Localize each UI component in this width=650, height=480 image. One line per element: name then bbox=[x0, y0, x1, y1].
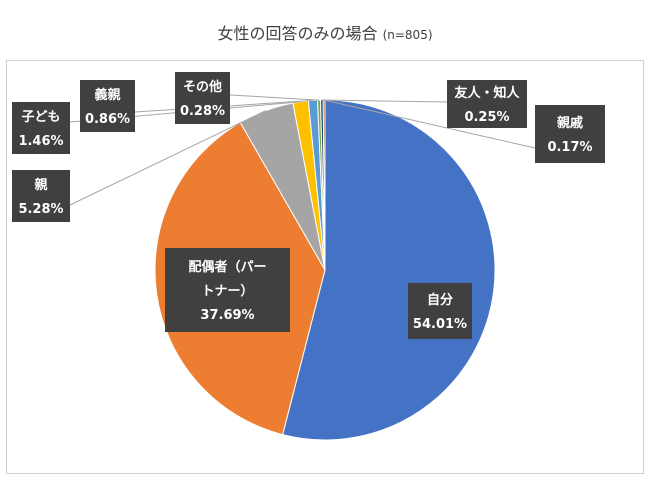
data-label-5: その他 0.28% bbox=[175, 72, 230, 124]
data-label-name-6: 友人・知人 bbox=[454, 85, 520, 101]
data-label-name-1: 配偶者（パー bbox=[188, 259, 266, 275]
data-label-name-5: その他 bbox=[183, 79, 222, 95]
chart-title-sample-size: (n=805) bbox=[382, 28, 433, 42]
data-label-3: 子ども 1.46% bbox=[12, 102, 70, 154]
pie-slice-0 bbox=[282, 99, 496, 441]
chart-title: 女性の回答のみの場合 (n=805) bbox=[0, 20, 650, 44]
data-label-name-2: 親 bbox=[34, 177, 47, 193]
data-label-box-0 bbox=[408, 283, 472, 339]
data-label-box-5 bbox=[175, 72, 230, 124]
data-label-value-4: 0.86% bbox=[85, 112, 130, 127]
leader-line-6 bbox=[321, 99, 448, 103]
chart-title-main: 女性の回答のみの場合 bbox=[217, 24, 378, 43]
data-label-value-0: 54.01% bbox=[413, 317, 467, 332]
data-label-box-7 bbox=[535, 105, 605, 163]
data-label-box-4 bbox=[80, 80, 135, 132]
data-label-name-3: 子ども bbox=[21, 110, 60, 125]
data-label-value-6: 0.25% bbox=[464, 110, 509, 125]
data-label-6: 友人・知人 0.25% bbox=[447, 80, 527, 128]
data-label-box-1 bbox=[165, 248, 290, 332]
leader-line-5 bbox=[229, 94, 320, 101]
data-label-2: 親 5.28% bbox=[12, 170, 70, 222]
data-label-value-1: 37.69% bbox=[200, 308, 254, 323]
data-label-box-2 bbox=[12, 170, 70, 222]
leader-line-2 bbox=[69, 110, 267, 206]
plot-area-border bbox=[6, 60, 644, 474]
leader-line-7 bbox=[323, 99, 536, 149]
data-label-box-6 bbox=[447, 80, 527, 128]
data-label-value-2: 5.28% bbox=[18, 202, 63, 217]
data-label-box-3 bbox=[12, 102, 70, 154]
data-label-name-7: 親戚 bbox=[557, 115, 583, 131]
data-label-value-5: 0.28% bbox=[180, 104, 225, 119]
data-label-name-0: 自分 bbox=[427, 292, 453, 308]
data-label-value-7: 0.17% bbox=[547, 140, 592, 155]
data-label-name-1: トナー） bbox=[201, 283, 253, 299]
data-label-4: 義親 0.86% bbox=[80, 80, 135, 132]
data-label-7: 親戚 0.17% bbox=[535, 105, 605, 163]
data-label-value-3: 1.46% bbox=[18, 134, 63, 149]
data-label-0: 自分 54.01% bbox=[408, 283, 472, 339]
data-label-name-4: 義親 bbox=[94, 87, 120, 103]
